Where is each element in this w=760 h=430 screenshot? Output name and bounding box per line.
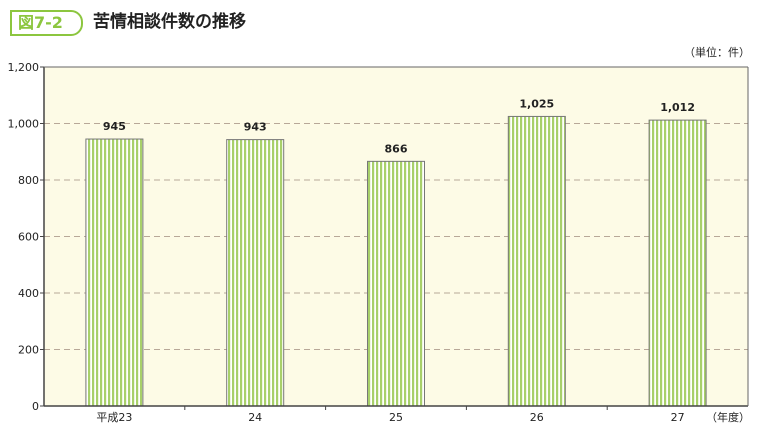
x-tick-label: 27 [671,411,685,424]
bar [367,160,425,407]
y-tick-label: 800 [18,174,39,187]
y-tick-label: 0 [32,400,39,413]
data-label: 943 [244,121,267,134]
data-label: 1,025 [519,97,554,110]
chart-title: 苦情相談件数の推移 [93,12,246,32]
data-label: 1,012 [660,101,695,114]
x-tick-label: 平成23 [96,411,132,424]
bar [648,119,707,407]
x-tick-label: 25 [389,411,403,424]
y-tick-label: 1,000 [8,118,40,131]
bar [507,115,566,407]
y-tick-label: 600 [18,231,39,244]
bar [226,139,285,407]
x-axis-label: （年度） [706,410,750,424]
bar [85,138,144,407]
y-tick-label: 400 [18,287,39,300]
y-tick-label: 1,200 [8,61,40,74]
x-tick-label: 24 [248,411,262,424]
x-tick-label: 26 [530,411,544,424]
data-label: 945 [103,120,126,133]
data-label: 866 [385,142,408,155]
y-tick-label: 200 [18,344,39,357]
figure-label: 図7-2 [10,10,83,36]
unit-label: （単位：件） [684,46,750,59]
